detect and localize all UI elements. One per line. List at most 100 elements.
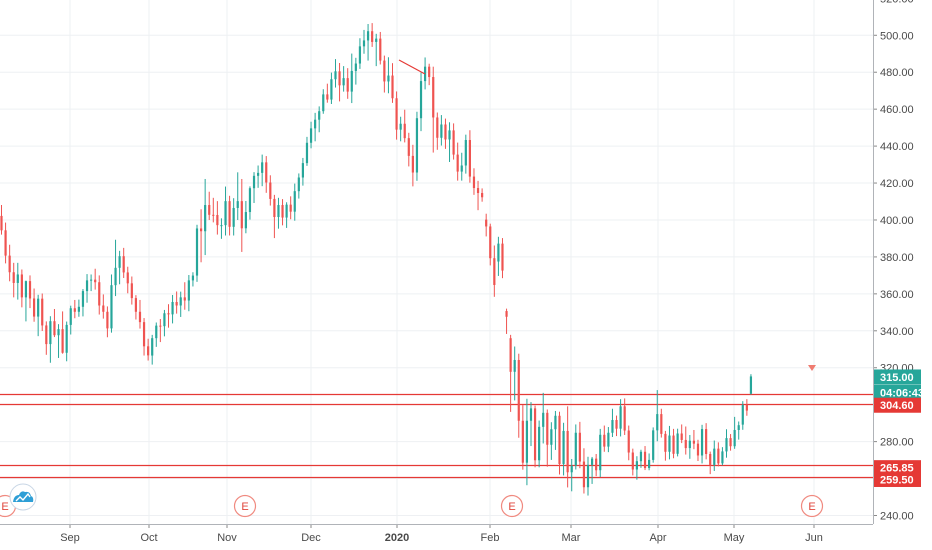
candle-body (729, 438, 732, 447)
candle (395, 91, 398, 140)
candle-body (403, 123, 406, 139)
candle-body (476, 188, 480, 194)
candle (318, 106, 321, 133)
candle-body (305, 142, 309, 164)
candle-body (379, 38, 382, 61)
earnings-marker[interactable]: E (233, 494, 257, 518)
candle-body (668, 435, 671, 452)
earnings-label: E (1, 501, 8, 513)
candle (326, 83, 329, 103)
candle (558, 411, 561, 475)
candle-body (90, 279, 93, 281)
candle (489, 223, 492, 266)
earnings-marker[interactable]: E (500, 494, 524, 518)
candle-body (41, 298, 44, 326)
candle (562, 422, 565, 476)
candle (721, 447, 724, 466)
candle (163, 309, 166, 337)
candle (65, 321, 68, 362)
price-tag-label: 259.50 (880, 474, 914, 486)
candle (725, 429, 728, 458)
candle (643, 446, 647, 471)
candle-body (643, 451, 647, 469)
candle (428, 63, 431, 86)
candle (713, 440, 716, 471)
candle (705, 423, 708, 460)
candle (542, 392, 545, 444)
candle (37, 294, 40, 337)
candle-body (489, 226, 492, 259)
candle-body (423, 66, 427, 82)
logo-zigzag (15, 492, 31, 502)
candle (220, 218, 223, 239)
trend-line[interactable] (398, 59, 426, 75)
y-tick-label: 520.00 (880, 0, 914, 5)
candle (32, 288, 36, 322)
candle (289, 196, 292, 220)
candle (554, 410, 557, 450)
candle-body (220, 225, 223, 227)
price-tag-bg (874, 369, 921, 385)
candle (574, 424, 577, 470)
candle-body (375, 38, 378, 42)
candle-body (57, 329, 60, 336)
price-tag-label: 04:06:43 (880, 387, 924, 399)
candle (73, 299, 76, 319)
candle (485, 213, 488, 237)
candle (175, 291, 178, 314)
horizontal-levels (0, 393, 873, 479)
candle (533, 405, 537, 468)
candle (171, 294, 174, 324)
candle (61, 311, 64, 354)
candle (314, 112, 317, 142)
candle-body (12, 272, 15, 283)
candle (244, 200, 247, 234)
candle (745, 399, 748, 416)
candle-body (187, 280, 190, 301)
candle (452, 123, 455, 160)
candle-body (546, 412, 549, 445)
candle (717, 442, 720, 467)
candle (639, 449, 643, 468)
candle-body (749, 376, 753, 394)
candle (582, 448, 586, 494)
candle (586, 456, 590, 496)
candle (468, 130, 471, 183)
candle (342, 66, 345, 92)
candle (464, 134, 467, 174)
candle-body (631, 452, 634, 470)
drawings (398, 59, 816, 371)
candle-body (208, 205, 211, 215)
candle (472, 168, 476, 195)
candle-body (558, 415, 561, 464)
candle (749, 374, 753, 395)
candle-body (623, 406, 626, 431)
candle (228, 195, 231, 236)
candle (24, 280, 28, 322)
y-tick-label: 460.00 (880, 104, 914, 116)
candle (501, 238, 504, 279)
tradingview-logo-icon[interactable] (9, 483, 37, 511)
candle (358, 38, 362, 69)
candle (607, 427, 610, 453)
candle (664, 430, 667, 461)
candle (338, 62, 341, 102)
candle-body (175, 301, 178, 306)
earnings-marker[interactable]: E (800, 494, 824, 518)
candle (517, 353, 520, 438)
candle (110, 274, 113, 333)
candle (375, 33, 378, 67)
candle-body (745, 404, 748, 411)
price-tag: 259.50 (874, 471, 921, 487)
candle-body (464, 140, 467, 166)
candle-body (493, 258, 496, 285)
candle-body (525, 420, 529, 463)
candle-body (77, 306, 80, 312)
candle-body (513, 359, 516, 372)
y-tick-label: 340.00 (880, 326, 914, 338)
candle (692, 429, 696, 450)
candle-body (281, 205, 284, 218)
y-tick-label: 240.00 (880, 511, 914, 523)
price-tag: 04:06:43 (874, 384, 924, 400)
